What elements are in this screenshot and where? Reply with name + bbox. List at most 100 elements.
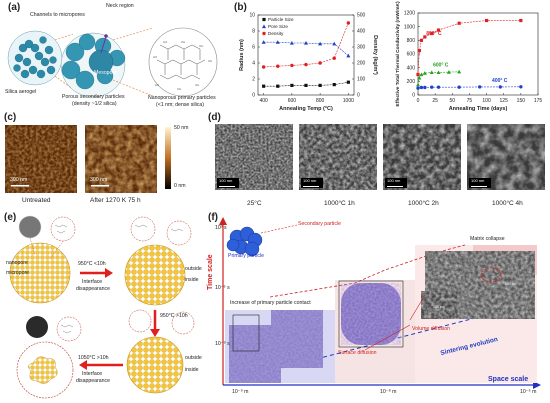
nanoporous-primary-label: Nanoporous primary particles xyxy=(148,95,216,101)
data-point xyxy=(417,48,421,53)
afm-scale-bottom: 0 nm xyxy=(174,183,186,189)
matrix-collapse-label: Matrix collapse xyxy=(470,236,505,242)
data-point xyxy=(416,82,420,87)
data-point xyxy=(422,71,427,75)
data-point xyxy=(419,85,424,90)
data-point xyxy=(416,72,420,77)
data-point xyxy=(436,28,441,32)
afm-caption-1: Untreated xyxy=(22,197,51,204)
step1-label: 950°C <10h xyxy=(78,261,106,267)
x-tick-label: 800 xyxy=(316,98,325,104)
data-point xyxy=(290,63,294,68)
x-tick-2: 10⁻⁸ m xyxy=(380,389,397,395)
scale-100nm-label-1: 100 nm xyxy=(433,305,445,309)
disappearance2-label: disappearance xyxy=(76,378,111,384)
x-axis-label: Annealing Time (days) xyxy=(449,106,508,112)
y-tick-label: 600 xyxy=(407,52,416,58)
outside2-label: outside xyxy=(185,355,202,361)
surface-diffusion-label: Surface diffusion xyxy=(338,350,377,356)
step3-label: 1050°C >10h xyxy=(78,355,109,361)
data-point xyxy=(289,41,294,45)
data-point xyxy=(318,61,322,65)
y-tick-label: 0 xyxy=(412,93,415,99)
y-tick-label: 400 xyxy=(407,65,416,71)
y-tick-label: 8 xyxy=(252,29,255,35)
secondary-particle-label: Secondary particle xyxy=(298,221,341,227)
series-label: 800° C xyxy=(426,31,442,37)
legend-marker xyxy=(262,17,266,22)
svg-text:OH: OH xyxy=(195,83,199,87)
porous-secondary-cluster xyxy=(60,32,126,98)
increase-contact-label: Increase of primary particle contact xyxy=(230,300,311,306)
mesopore-label: Mesopore xyxy=(94,70,118,76)
data-point xyxy=(318,41,323,46)
panel-c-label: (c) xyxy=(4,112,17,123)
interface1-label: Interface xyxy=(82,279,103,285)
legend-label: Pore Size xyxy=(268,24,288,29)
x-axis-label: Annealing Temp (°C) xyxy=(279,106,333,112)
y2-tick-label: 100 xyxy=(357,77,366,83)
data-point xyxy=(304,62,308,67)
data-point xyxy=(417,75,422,80)
step2-label: 950°C >10h xyxy=(160,313,188,319)
data-point xyxy=(290,83,294,87)
plot-frame xyxy=(257,14,355,96)
y-tick-1: 10³ s xyxy=(215,225,227,231)
afm-scale-top: 50 nm xyxy=(174,125,189,131)
data-point xyxy=(446,70,451,74)
x-tick-label: 400 xyxy=(259,98,268,104)
svg-text:OH: OH xyxy=(208,59,212,63)
data-point xyxy=(261,65,266,69)
data-point xyxy=(346,53,351,58)
y2-axis-label: Density (kg/m³) xyxy=(372,35,379,75)
svg-text:HO: HO xyxy=(163,40,168,44)
y2-tick-label: 0 xyxy=(357,93,360,99)
sem-caption-1: 25°C xyxy=(247,200,262,207)
data-point xyxy=(429,70,434,75)
porous-secondary-label: Porous secondary particles xyxy=(62,94,125,100)
data-point xyxy=(346,80,350,84)
panel-b-label: (b) xyxy=(234,2,247,13)
data-point xyxy=(423,35,427,39)
porous-secondary-density: (density ~1/2 silica) xyxy=(72,101,117,107)
svg-text:OH: OH xyxy=(181,40,185,44)
afm-images xyxy=(5,125,171,193)
data-point xyxy=(457,85,461,89)
panel-a-illustration: HO OH OH HO OH HO OH OH xyxy=(7,27,218,98)
data-point xyxy=(457,21,461,25)
data-point xyxy=(419,72,424,77)
nanoporous-primary-sub: (<1 nm; dense silica) xyxy=(156,102,205,108)
x-tick-1: 10⁻⁹ m xyxy=(232,389,249,395)
silica-aerogel-cluster xyxy=(7,30,63,86)
series-label: 400° C xyxy=(492,78,508,84)
x-tick-label: 50 xyxy=(450,98,456,104)
x-tick-label: 600 xyxy=(288,98,297,104)
panel-f-illustration xyxy=(219,217,541,389)
y-tick-label: 800 xyxy=(407,38,416,44)
x-tick-label: 175 xyxy=(534,98,543,104)
sem-scalebar-label-3: 100 nm xyxy=(387,178,401,183)
x-tick-label: 100 xyxy=(482,98,491,104)
sem-caption-2: 1000°C 1h xyxy=(324,200,355,207)
svg-text:OH: OH xyxy=(177,87,181,91)
data-point xyxy=(332,41,337,46)
data-point xyxy=(478,85,482,89)
primary-particle-label: Primary particle xyxy=(228,253,265,259)
data-point xyxy=(276,84,280,88)
data-point xyxy=(346,21,351,25)
data-point xyxy=(304,83,308,87)
data-point xyxy=(430,85,434,89)
data-point xyxy=(484,18,489,23)
afm-scalebar-2: 300 nm xyxy=(90,177,108,183)
micropore-label: micropore xyxy=(6,270,30,276)
sem-caption-3: 1000°C 2h xyxy=(408,200,439,207)
panel-d-label: (d) xyxy=(208,112,221,123)
series-line-2 xyxy=(417,86,521,89)
data-point xyxy=(436,85,441,89)
data-point xyxy=(416,86,420,90)
data-point xyxy=(436,70,441,75)
sem-scalebar-label-1: 100 nm xyxy=(219,178,233,183)
sem-scalebar-label-4: 100 nm xyxy=(471,178,485,183)
svg-text:OH: OH xyxy=(199,44,203,48)
